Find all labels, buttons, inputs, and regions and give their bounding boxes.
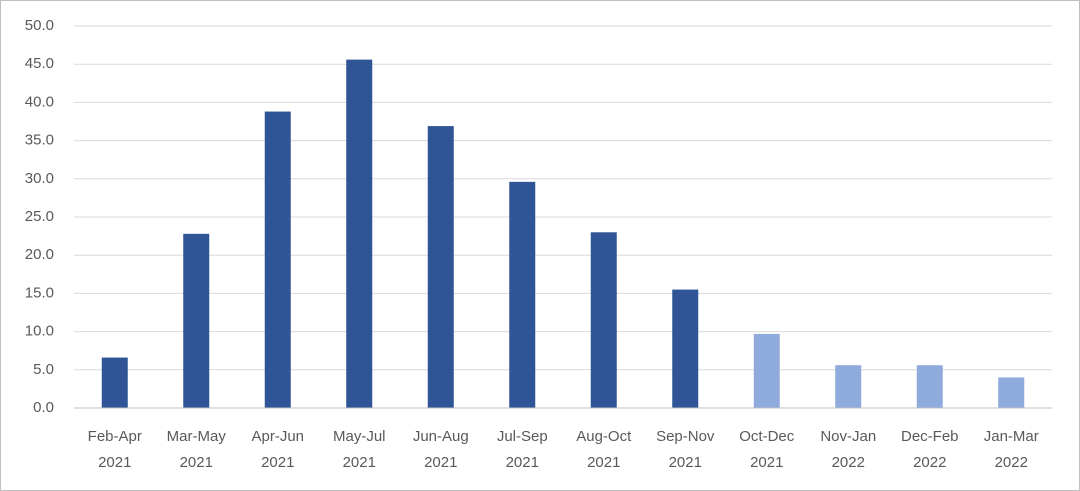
x-tick-label: Jun-Aug (413, 428, 469, 445)
y-tick-label: 45.0 (25, 55, 54, 72)
x-tick-label: 2021 (180, 454, 213, 471)
y-tick-label: 50.0 (25, 17, 54, 34)
bar (835, 365, 862, 408)
y-tick-label: 35.0 (25, 132, 54, 149)
x-tick-label: 2021 (261, 454, 294, 471)
x-tick-label: Sep-Nov (656, 428, 715, 445)
y-tick-label: 20.0 (25, 246, 54, 263)
x-tick-label: Aug-Oct (576, 428, 632, 445)
bar (753, 333, 780, 408)
x-tick-label: Jul-Sep (497, 428, 548, 445)
x-tick-label: Dec-Feb (901, 428, 959, 445)
x-tick-label: 2022 (913, 454, 946, 471)
bar (998, 377, 1025, 408)
x-tick-label: Jan-Mar (984, 428, 1039, 445)
bar (101, 357, 128, 408)
bar (672, 289, 699, 408)
y-tick-label: 25.0 (25, 208, 54, 225)
x-tick-label: Apr-Jun (251, 428, 304, 445)
y-tick-label: 40.0 (25, 93, 54, 110)
bar (264, 111, 291, 409)
x-tick-label: 2021 (587, 454, 620, 471)
x-tick-label: Oct-Dec (739, 428, 795, 445)
x-tick-label: 2021 (669, 454, 702, 471)
x-tick-label: 2022 (995, 454, 1028, 471)
bar (590, 232, 617, 408)
x-tick-label: Nov-Jan (820, 428, 876, 445)
bar (346, 59, 373, 409)
x-tick-label: 2021 (98, 454, 131, 471)
y-tick-label: 30.0 (25, 170, 54, 187)
x-tick-label: Mar-May (167, 428, 227, 445)
x-tick-label: 2021 (506, 454, 539, 471)
y-tick-label: 0.0 (33, 399, 54, 416)
x-tick-label: 2021 (424, 454, 457, 471)
bar (916, 365, 943, 408)
bar (509, 181, 536, 408)
x-tick-label: May-Jul (333, 428, 386, 445)
x-tick-label: 2021 (343, 454, 376, 471)
y-tick-label: 15.0 (25, 284, 54, 301)
y-tick-label: 10.0 (25, 323, 54, 340)
bar (427, 126, 454, 409)
x-tick-label: 2022 (832, 454, 865, 471)
x-tick-label: 2021 (750, 454, 783, 471)
bar (183, 233, 210, 408)
x-tick-label: Feb-Apr (88, 428, 142, 445)
y-tick-label: 5.0 (33, 361, 54, 378)
